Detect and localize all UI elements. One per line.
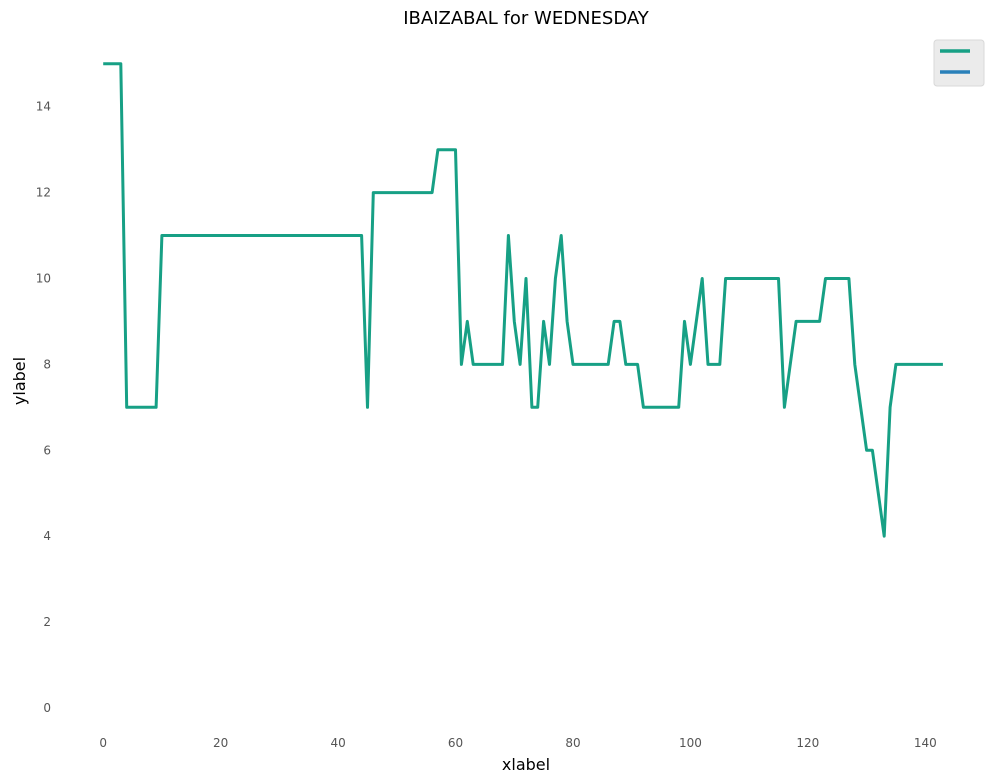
y-tick-label: 12 [36, 186, 51, 200]
series-line [103, 62, 943, 538]
legend-box [933, 39, 985, 87]
y-tick-label: 2 [43, 615, 51, 629]
x-tick-label: 40 [330, 736, 345, 750]
y-tick-label: 14 [36, 100, 51, 114]
y-tick-label: 0 [43, 701, 51, 715]
x-tick-label: 20 [213, 736, 228, 750]
series-layer [103, 62, 943, 538]
x-tick-label: 120 [796, 736, 819, 750]
y-tick-labels: 0 2 4 6 8 10 12 14 [36, 100, 51, 715]
y-tick-label: 4 [43, 529, 51, 543]
y-tick-label: 8 [43, 357, 51, 371]
x-tick-label: 100 [679, 736, 702, 750]
x-tick-labels: 0 20 40 60 80 100 120 140 [99, 736, 936, 750]
x-tick-label: 140 [914, 736, 937, 750]
y-axis-label: ylabel [10, 357, 29, 405]
x-axis-label: xlabel [502, 755, 550, 774]
legend [933, 39, 985, 87]
x-tick-label: 80 [565, 736, 580, 750]
y-tick-label: 10 [36, 271, 51, 285]
chart-title: IBAIZABAL for WEDNESDAY [403, 8, 650, 29]
y-tick-label: 6 [43, 443, 51, 457]
x-tick-label: 60 [448, 736, 463, 750]
x-tick-label: 0 [99, 736, 107, 750]
